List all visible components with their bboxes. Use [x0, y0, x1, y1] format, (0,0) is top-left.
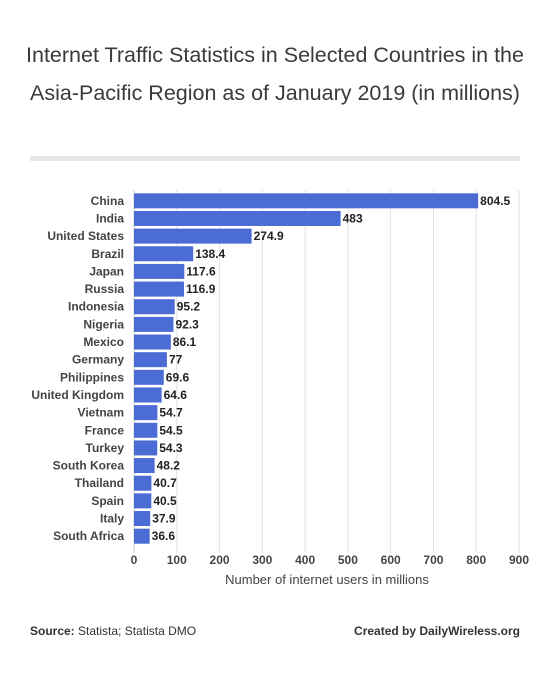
bar [134, 263, 185, 279]
bar [134, 281, 185, 297]
category-label: Vietnam [78, 406, 124, 420]
value-label: 138.4 [195, 247, 225, 261]
category-label: Spain [91, 494, 124, 508]
bar [134, 246, 194, 262]
bar [134, 299, 175, 315]
value-labels: 804.5 483 274.9 138.4 117.6 116.9 95.2 92.3 86.1… [152, 194, 511, 543]
value-label: 36.6 [152, 529, 176, 543]
value-label: 116.9 [186, 282, 216, 296]
value-label: 483 [343, 211, 363, 225]
category-label: South Africa [53, 529, 124, 543]
category-label: China [91, 194, 125, 208]
value-label: 92.3 [175, 317, 199, 331]
category-labels: China India United States Brazil Japan Russia… [31, 194, 124, 543]
value-label: 77 [169, 353, 183, 367]
credit-note: Created by DailyWireless.org [354, 624, 520, 638]
x-tick-label: 700 [423, 553, 443, 567]
x-tick-label: 200 [210, 553, 230, 567]
category-label: South Korea [53, 459, 125, 473]
x-tick-label: 900 [509, 553, 529, 567]
category-label: United Kingdom [31, 388, 124, 402]
x-tick-labels: 0 100 200 300 400 500 600 700 800 900 [131, 553, 530, 567]
source-text: Statista; Statista DMO [78, 624, 197, 638]
category-label: India [96, 211, 124, 225]
x-tick-label: 500 [338, 553, 358, 567]
gridlines [133, 190, 520, 553]
x-tick-label: 600 [381, 553, 401, 567]
category-label: Philippines [60, 370, 124, 384]
value-label: 40.5 [153, 494, 177, 508]
bars [134, 193, 479, 544]
x-tick-label: 0 [131, 553, 138, 567]
bar [134, 352, 167, 368]
value-label: 95.2 [177, 300, 201, 314]
bar [134, 193, 479, 209]
x-tick-label: 400 [295, 553, 315, 567]
category-label: Thailand [75, 476, 124, 490]
value-label: 804.5 [480, 194, 510, 208]
value-label: 37.9 [152, 512, 176, 526]
value-label: 40.7 [153, 476, 177, 490]
value-label: 86.1 [173, 335, 197, 349]
bar [134, 210, 341, 226]
category-label: Indonesia [68, 300, 124, 314]
x-tick-label: 800 [466, 553, 486, 567]
value-label: 48.2 [157, 459, 181, 473]
category-label: United States [47, 229, 124, 243]
bar [134, 422, 158, 438]
bar [134, 334, 171, 350]
bar [134, 369, 164, 385]
bar [134, 440, 158, 456]
source-label: Source: [30, 624, 75, 638]
bar [134, 405, 158, 421]
bar [134, 228, 252, 244]
value-label: 54.5 [159, 423, 183, 437]
category-label: France [85, 423, 125, 437]
value-label: 64.6 [164, 388, 188, 402]
x-axis-label: Number of internet users in millions [225, 572, 429, 587]
category-label: Italy [100, 512, 124, 526]
source-note: Source: Statista; Statista DMO [30, 624, 196, 638]
value-label: 54.7 [159, 406, 183, 420]
bar [134, 493, 152, 509]
category-label: Russia [85, 282, 125, 296]
category-label: Mexico [83, 335, 124, 349]
bar [134, 458, 155, 474]
category-label: Turkey [86, 441, 125, 455]
x-tick-label: 300 [252, 553, 272, 567]
bar [134, 511, 151, 527]
bar [134, 316, 174, 332]
category-label: Nigeria [83, 317, 124, 331]
bar [134, 387, 162, 403]
bar-chart: China India United States Brazil Japan Russia… [31, 190, 530, 587]
value-label: 69.6 [166, 370, 190, 384]
bar [134, 528, 150, 544]
category-label: Germany [72, 353, 124, 367]
x-tick-label: 100 [167, 553, 187, 567]
category-label: Brazil [91, 247, 124, 261]
bar [134, 475, 152, 491]
chart-title: Internet Traffic Statistics in Selected … [26, 43, 524, 105]
value-label: 274.9 [254, 229, 284, 243]
title-divider [30, 156, 520, 161]
value-label: 117.6 [186, 264, 216, 278]
value-label: 54.3 [159, 441, 183, 455]
category-label: Japan [89, 264, 124, 278]
